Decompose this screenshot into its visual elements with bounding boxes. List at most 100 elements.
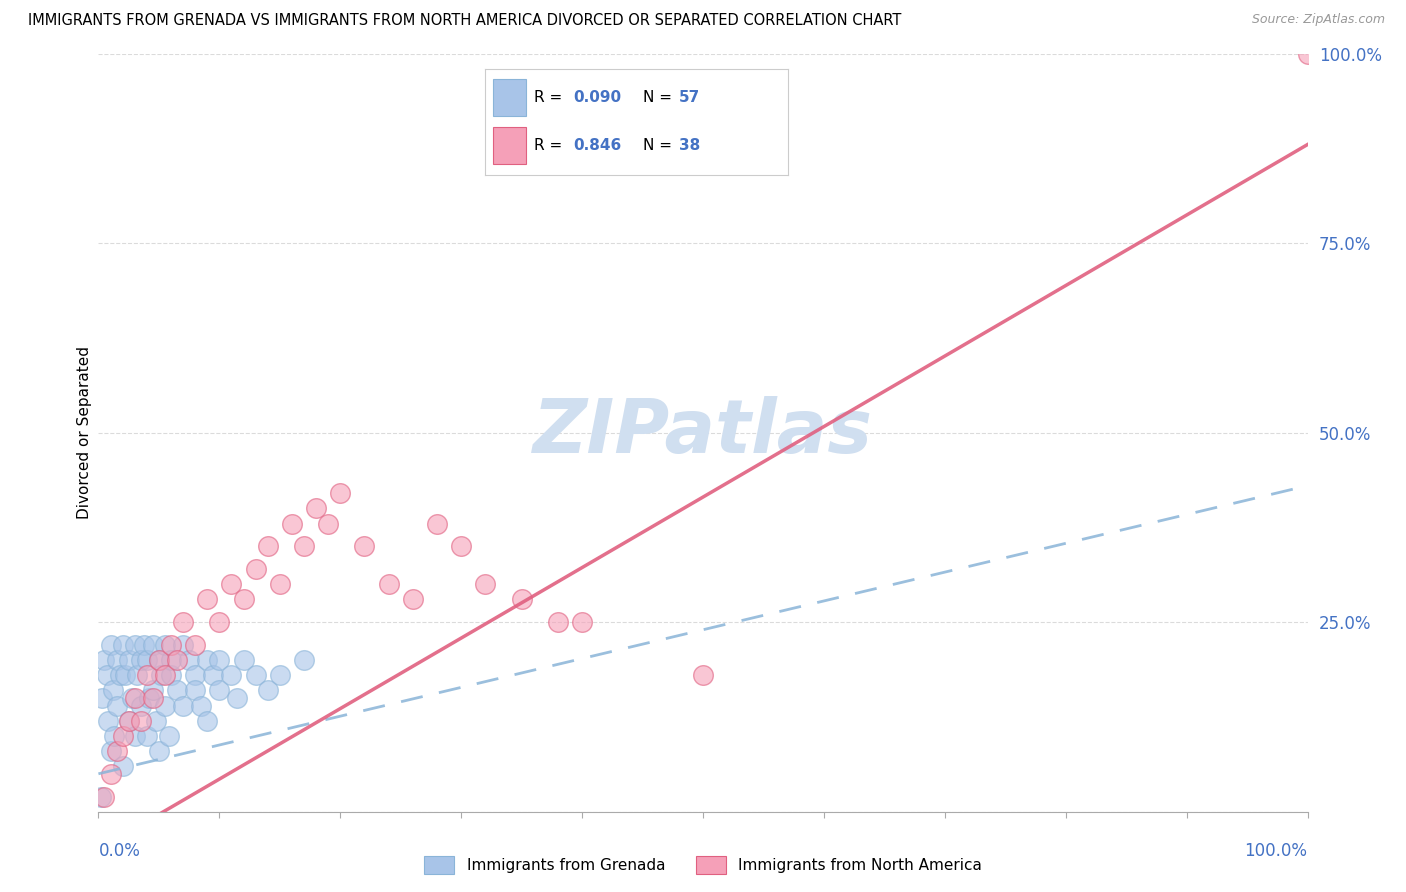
Point bbox=[153, 668, 176, 682]
Point bbox=[510, 592, 533, 607]
Point bbox=[114, 668, 136, 682]
Text: 100.0%: 100.0% bbox=[1244, 842, 1308, 860]
Point bbox=[692, 668, 714, 682]
Point bbox=[172, 615, 194, 630]
Point bbox=[135, 729, 157, 743]
Point bbox=[232, 653, 254, 667]
Point bbox=[148, 653, 170, 667]
Point bbox=[179, 653, 201, 667]
Point bbox=[402, 592, 425, 607]
Point bbox=[105, 744, 128, 758]
Point bbox=[160, 653, 183, 667]
Point bbox=[184, 638, 207, 652]
Point bbox=[121, 690, 143, 705]
Legend: Immigrants from Grenada, Immigrants from North America: Immigrants from Grenada, Immigrants from… bbox=[418, 850, 988, 880]
Point bbox=[129, 653, 152, 667]
Point bbox=[129, 698, 152, 713]
Point bbox=[111, 729, 134, 743]
Point bbox=[256, 539, 278, 553]
Point bbox=[202, 668, 225, 682]
Point bbox=[142, 683, 165, 698]
Point bbox=[232, 592, 254, 607]
Point bbox=[208, 615, 231, 630]
Point bbox=[474, 577, 496, 591]
Point bbox=[226, 690, 249, 705]
Point bbox=[124, 690, 146, 705]
Point bbox=[134, 638, 156, 652]
Point bbox=[148, 744, 170, 758]
Point bbox=[377, 577, 399, 591]
Point bbox=[138, 690, 160, 705]
Point bbox=[96, 668, 118, 682]
Point bbox=[172, 698, 194, 713]
Point bbox=[172, 638, 194, 652]
Point bbox=[281, 516, 304, 531]
Point bbox=[124, 638, 146, 652]
Point bbox=[105, 653, 128, 667]
Point bbox=[153, 638, 176, 652]
Point bbox=[426, 516, 449, 531]
Point bbox=[105, 698, 128, 713]
Point bbox=[142, 690, 165, 705]
Point bbox=[353, 539, 375, 553]
Point bbox=[305, 501, 328, 516]
Point bbox=[93, 789, 115, 804]
Point bbox=[129, 714, 152, 728]
Point bbox=[108, 668, 131, 682]
Point bbox=[148, 653, 170, 667]
Point bbox=[135, 668, 157, 682]
Point bbox=[101, 683, 124, 698]
Point bbox=[221, 668, 243, 682]
Point bbox=[100, 638, 122, 652]
Point bbox=[184, 668, 207, 682]
Point bbox=[316, 516, 339, 531]
Point bbox=[547, 615, 569, 630]
Point bbox=[292, 539, 315, 553]
Point bbox=[195, 592, 218, 607]
Point bbox=[91, 690, 114, 705]
Point bbox=[450, 539, 472, 553]
Point bbox=[292, 653, 315, 667]
Point bbox=[221, 577, 243, 591]
Point bbox=[245, 562, 267, 576]
Text: ZIPatlas: ZIPatlas bbox=[533, 396, 873, 469]
Text: Source: ZipAtlas.com: Source: ZipAtlas.com bbox=[1251, 13, 1385, 27]
Point bbox=[118, 714, 141, 728]
Point bbox=[142, 638, 165, 652]
Point bbox=[195, 653, 218, 667]
Text: 0.0%: 0.0% bbox=[98, 842, 141, 860]
Point bbox=[127, 668, 149, 682]
Text: IMMIGRANTS FROM GRENADA VS IMMIGRANTS FROM NORTH AMERICA DIVORCED OR SEPARATED C: IMMIGRANTS FROM GRENADA VS IMMIGRANTS FR… bbox=[28, 13, 901, 29]
Point bbox=[118, 653, 141, 667]
Point bbox=[93, 653, 115, 667]
Point bbox=[166, 653, 188, 667]
Point bbox=[100, 767, 122, 781]
Point bbox=[145, 714, 167, 728]
Point bbox=[150, 668, 173, 682]
Point bbox=[190, 698, 212, 713]
Point bbox=[135, 653, 157, 667]
Point bbox=[195, 714, 218, 728]
Point bbox=[208, 653, 231, 667]
Point bbox=[269, 577, 291, 591]
Point bbox=[103, 729, 125, 743]
Point bbox=[245, 668, 267, 682]
Point bbox=[208, 683, 231, 698]
Point bbox=[157, 729, 180, 743]
Point bbox=[256, 683, 278, 698]
Point bbox=[329, 486, 352, 500]
Point bbox=[160, 668, 183, 682]
Point bbox=[111, 638, 134, 652]
Point bbox=[124, 729, 146, 743]
Point bbox=[184, 683, 207, 698]
Point bbox=[166, 683, 188, 698]
Point bbox=[97, 714, 120, 728]
Point bbox=[571, 615, 593, 630]
Point bbox=[1296, 46, 1319, 61]
Point bbox=[118, 714, 141, 728]
Point bbox=[90, 789, 112, 804]
Point bbox=[111, 759, 134, 773]
Point bbox=[160, 638, 183, 652]
Y-axis label: Divorced or Separated: Divorced or Separated bbox=[77, 346, 91, 519]
Point bbox=[153, 698, 176, 713]
